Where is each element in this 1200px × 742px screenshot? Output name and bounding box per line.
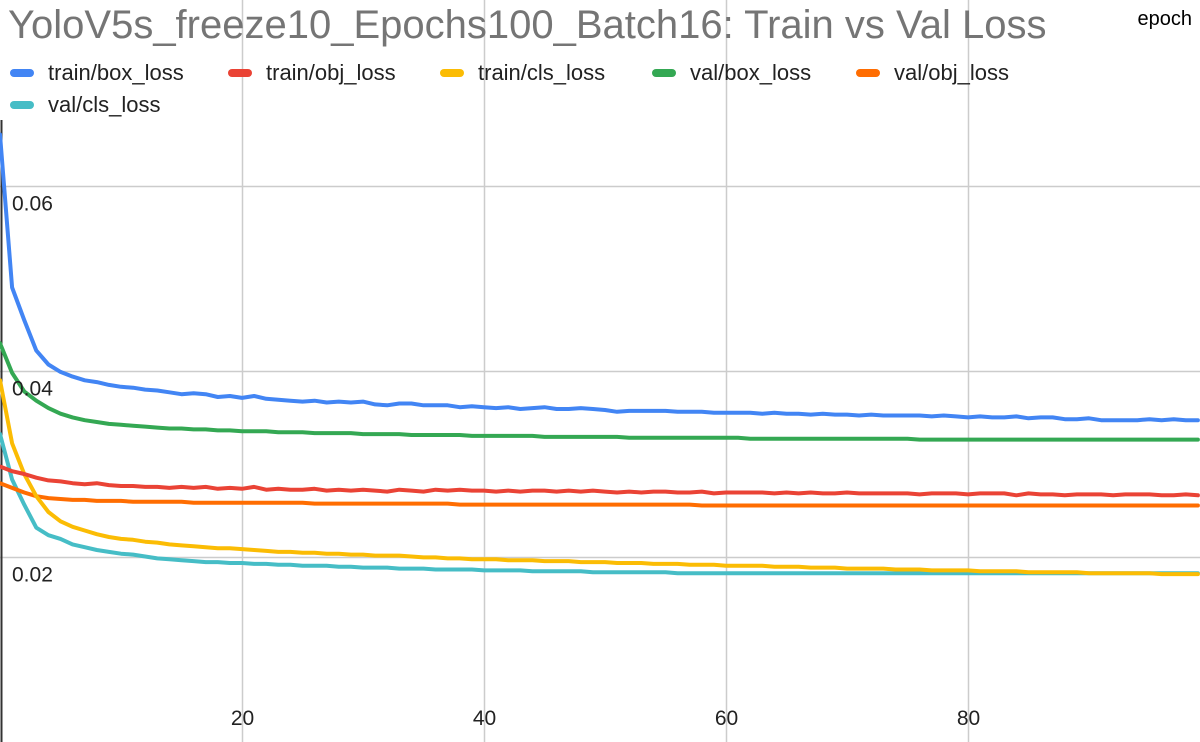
legend-swatch	[10, 69, 34, 77]
series-line-train-box-loss	[0, 132, 1200, 423]
x-tick-label: 40	[473, 707, 496, 730]
series-line-train-obj-loss	[0, 464, 1200, 498]
legend-item: train/cls_loss	[440, 60, 605, 86]
legend-label: val/cls_loss	[48, 92, 161, 117]
legend-swatch	[10, 101, 34, 109]
legend-swatch	[440, 69, 464, 77]
legend-item: train/obj_loss	[228, 60, 396, 86]
chart-title: YoloV5s_freeze10_Epochs100_Batch16: Trai…	[8, 3, 1047, 47]
legend-label: train/obj_loss	[266, 60, 396, 85]
x-axis-label: epoch	[1137, 8, 1193, 30]
series-line-train-cls-loss	[0, 378, 1200, 577]
x-tick-label: 60	[715, 707, 738, 730]
y-tick-label: 0.06	[12, 193, 53, 216]
series-lines	[0, 132, 1200, 577]
legend-swatch	[856, 69, 880, 77]
legend-swatch	[228, 69, 252, 77]
x-tick-label: 20	[231, 707, 254, 730]
legend-swatch	[652, 69, 676, 77]
series-line-val-obj-loss	[0, 481, 1200, 508]
x-tick-label: 80	[957, 707, 980, 730]
legend-item: val/box_loss	[652, 60, 811, 86]
legend-label: val/box_loss	[690, 60, 812, 85]
y-tick-label: 0.04	[12, 378, 53, 401]
y-tick-label: 0.02	[12, 564, 53, 587]
legend-label: train/cls_loss	[478, 60, 606, 85]
tick-labels: 20 40 60 80 0.02 0.04 0.06	[12, 193, 980, 731]
legend-label: train/box_loss	[48, 60, 184, 85]
legend-label: val/obj_loss	[894, 60, 1009, 85]
legend-item: train/box_loss	[10, 60, 184, 86]
legend-item: val/obj_loss	[856, 60, 1009, 86]
legend-item: val/cls_loss	[10, 92, 160, 118]
series-line-val-box-loss	[0, 341, 1200, 442]
